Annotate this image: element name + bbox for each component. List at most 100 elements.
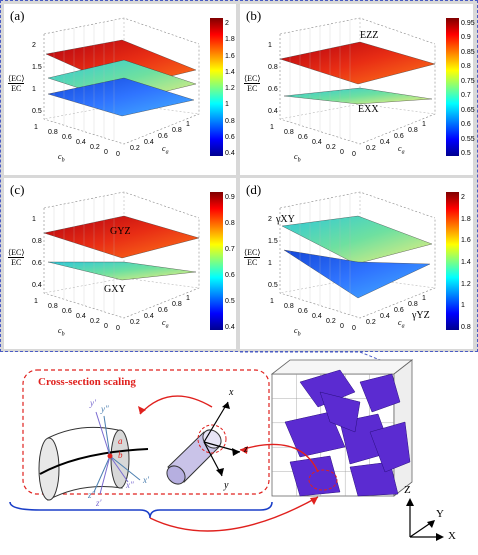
colorbar-a xyxy=(210,18,223,156)
colorbar-tick-a: 0.4 xyxy=(225,150,235,157)
z-tick-d: 2 xyxy=(268,216,272,223)
axis-label-x: x xyxy=(229,387,234,398)
colorbar-tick-b: 0.75 xyxy=(461,77,475,85)
colorbar-tick-b: 0.5 xyxy=(461,150,471,157)
colorbar-tick-b: 0.8 xyxy=(461,63,471,71)
colorbar-tick-a: 1 xyxy=(225,101,229,109)
ca-tick-a: 0.6 xyxy=(158,133,168,140)
ca-axis-label-c: ca xyxy=(162,318,169,330)
fiber-highlight xyxy=(308,469,338,491)
z-tick-c: 1 xyxy=(32,216,36,223)
colorbar-tick-c: 0.7 xyxy=(225,246,235,253)
surface-label-b: EZZ xyxy=(360,30,379,41)
ca-tick-d: 0 xyxy=(352,325,356,332)
cb-tick-d: 0 xyxy=(340,323,344,330)
z-tick-a: 2 xyxy=(32,42,36,49)
tube-label-ypp: y″ xyxy=(101,404,109,414)
tube-label-b: b xyxy=(118,450,123,460)
subplot-label-a: (a) xyxy=(10,8,25,23)
ca-tick-a: 0.8 xyxy=(172,127,182,134)
colorbar-tick-d: 1.8 xyxy=(461,215,471,223)
tube-label-zp: z′ xyxy=(96,498,102,508)
surface-label-d: γXY xyxy=(276,214,295,225)
axis-label-y: y xyxy=(224,480,229,491)
colorbar-tick-a: 2 xyxy=(225,20,229,27)
z-tick-d: 0.5 xyxy=(268,282,278,289)
ca-tick-d: 0.2 xyxy=(366,319,376,326)
cb-tick-d: 0.6 xyxy=(298,308,308,315)
ca-tick-c: 0.2 xyxy=(130,319,140,326)
cb-axis-label-b: cb xyxy=(294,152,301,164)
subplot-label-c: (c) xyxy=(10,182,25,197)
ca-tick-a: 0 xyxy=(116,151,120,158)
z-tick-d: 1.5 xyxy=(268,238,278,245)
z-tick-b: 0.8 xyxy=(268,64,278,71)
colorbar-c xyxy=(210,192,223,330)
cb-tick-b: 1 xyxy=(270,124,274,131)
subplot-b: (b) ⟨EC⟩ EC 1 0.8 0.6 0.4 0.95 0.9 0.85 0.8 0.75 0.7… xyxy=(240,4,475,175)
ca-tick-b: 0.2 xyxy=(366,145,376,152)
cb-tick-c: 0.2 xyxy=(90,318,100,325)
subplot-a: (a) ⟨EC⟩ EC 2 1.5 1 0.5 2 1.8 1.6 1.4 1.2 1 0.8 0.6 0.4… xyxy=(4,4,236,175)
ca-axis-label-d: ca xyxy=(398,318,405,330)
cb-tick-d: 0.4 xyxy=(312,313,322,320)
colorbar-tick-d: 1.4 xyxy=(461,259,471,266)
z-tick-d: 1 xyxy=(268,260,272,267)
cb-tick-a: 0.4 xyxy=(76,139,86,146)
colorbar-tick-a: 0.8 xyxy=(225,117,235,125)
colorbar-tick-c: 0.6 xyxy=(225,272,235,279)
cb-tick-b: 0.8 xyxy=(284,129,294,136)
subplot-label-b: (b) xyxy=(246,8,262,23)
colorbar-tick-a: 0.6 xyxy=(225,133,235,141)
cb-tick-b: 0.6 xyxy=(298,134,308,141)
ca-tick-c: 0.6 xyxy=(158,307,168,314)
ca-tick-b: 0.8 xyxy=(408,127,418,134)
tube-label-yp: y′ xyxy=(90,398,96,408)
ca-tick-c: 0.8 xyxy=(172,301,182,308)
blue-brace xyxy=(9,501,273,519)
tube-label-xp: x′ xyxy=(143,475,149,485)
tube-diagram xyxy=(38,411,149,501)
surface-plot xyxy=(43,191,200,319)
cb-axis-label-c: cb xyxy=(58,326,65,338)
ca-tick-a: 0.2 xyxy=(130,145,140,152)
ca-tick-d: 0.8 xyxy=(408,301,418,308)
global-axis-x: X xyxy=(448,530,456,542)
colorbar-tick-b: 0.55 xyxy=(461,135,475,143)
ca-tick-c: 0 xyxy=(116,325,120,332)
colorbar-tick-d: 1 xyxy=(461,302,465,310)
surface-plot xyxy=(43,17,200,145)
z-tick-b: 1 xyxy=(268,42,272,49)
cb-tick-c: 0.8 xyxy=(48,303,58,310)
cb-tick-a: 0.2 xyxy=(90,144,100,151)
schematic-svg xyxy=(9,351,444,541)
ca-tick-b: 0.6 xyxy=(394,133,404,140)
axis-label-z: z xyxy=(244,444,248,455)
cb-tick-a: 0.8 xyxy=(48,129,58,136)
colorbar-tick-a: 1.4 xyxy=(225,68,235,76)
cb-tick-a: 0 xyxy=(104,149,108,156)
ca-axis-label-b: ca xyxy=(398,144,405,156)
bottom-schematic: Cross-section scaling x z y y′ y″ a b x″… xyxy=(0,351,478,550)
cb-axis-label-d: cb xyxy=(294,326,301,338)
colorbar-tick-b: 0.7 xyxy=(461,92,471,100)
cb-tick-a: 0.6 xyxy=(62,134,72,141)
cb-tick-c: 0.4 xyxy=(76,313,86,320)
rve-fibers xyxy=(284,369,411,497)
z-tick-a: 0.5 xyxy=(32,108,42,115)
surface-label-c: GYZ xyxy=(110,226,131,237)
tube-label-zpp: z″ xyxy=(88,490,96,500)
z-tick-c: 0.8 xyxy=(32,238,42,245)
subplot-label-d: (d) xyxy=(246,182,262,197)
ca-tick-b: 1 xyxy=(422,121,426,128)
global-axis-y: Y xyxy=(436,508,444,520)
cross-section-title: Cross-section scaling xyxy=(38,376,136,388)
surface-label-d: γYZ xyxy=(412,310,430,321)
colorbar-tick-b: 0.9 xyxy=(461,34,471,42)
surface-plot xyxy=(279,17,436,145)
ca-tick-b: 0 xyxy=(352,151,356,158)
cb-tick-d: 0.2 xyxy=(326,318,336,325)
colorbar-b xyxy=(446,18,459,156)
z-tick-b: 0.4 xyxy=(268,108,278,115)
cb-tick-b: 0 xyxy=(340,149,344,156)
